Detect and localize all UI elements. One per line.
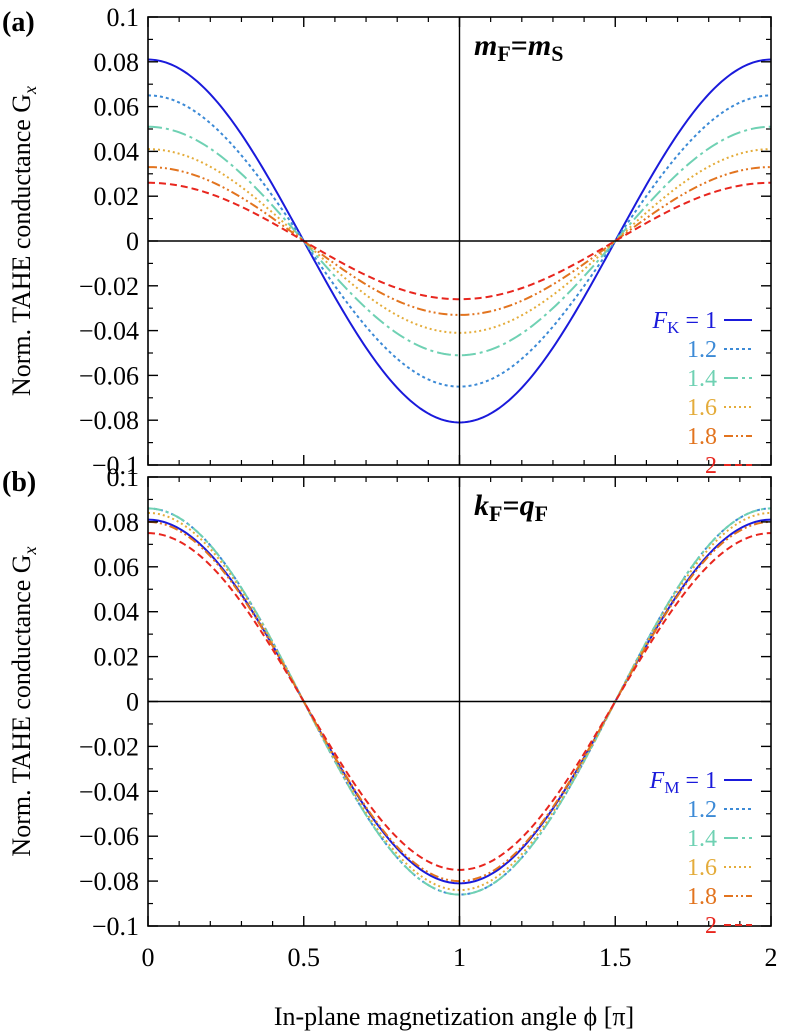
panel-b: 0.1 0.08 0.06 0.04 0.02 0 −0.02 −0.04 −0.06 −0.08… [2,463,778,972]
y-tick-label: 0 [126,227,139,256]
x-tick-label: 2 [765,943,778,972]
y-tick-label: 0.04 [94,137,140,166]
legend-label-1: FM = 1 [649,768,717,797]
x-tick-label: 1.5 [599,943,632,972]
legend-var-subscript: K [667,318,680,337]
x-tick-label: 0.5 [288,943,321,972]
y-axis-label-subscript: x [20,86,40,95]
y-axis-label-text: Norm. TAHE conductance G [7,94,36,396]
y-tick-label: 0 [126,688,139,717]
panel-a: 0.1 0.08 0.06 0.04 0.02 0 −0.02 −0.04 −0.06 −0.08… [2,3,772,480]
legend-label-1.2: 1.2 [687,797,717,823]
legend: FM = 11.21.41.61.82 [649,768,752,939]
legend-label-1.8: 1.8 [687,884,717,910]
annotation-part: m [474,29,497,62]
y-tick-label: 0.1 [107,3,140,32]
annotation-part: q [520,489,535,522]
y-tick-label: 0.02 [94,182,140,211]
condition-annotation: kF=qF [474,489,548,526]
y-tick-label: 0.06 [94,553,140,582]
y-tick-label: 0.08 [94,48,140,77]
y-tick-label: 0.04 [94,598,140,627]
y-tick-label: 0.06 [94,93,140,122]
y-tick-label: 0.02 [94,643,140,672]
x-axis-label: In-plane magnetization angle ϕ [π] [274,1002,634,1031]
y-tick-label: 0.1 [107,463,140,492]
annotation-part: F [497,41,510,66]
legend-var: F [649,768,665,794]
y-tick-label: −0.06 [79,361,139,390]
y-tick-label: −0.02 [79,272,139,301]
legend-label-1: FK = 1 [652,308,718,337]
x-tick-label: 0 [142,943,155,972]
y-axis-label: Norm. TAHE conductance Gx [7,86,40,396]
legend-value: = 1 [679,308,717,334]
legend-label-2: 2 [705,453,717,479]
legend-label-2: 2 [705,913,717,939]
annotation-part: S [551,41,563,66]
legend-label-1.4: 1.4 [687,366,717,392]
y-tick-label: 0.08 [94,508,140,537]
annotation-part: = [511,29,528,62]
panel-label: (b) [2,467,36,498]
y-tick-label: −0.08 [79,867,139,896]
x-tick-label: 1 [453,943,466,972]
annotation-part: k [474,489,489,522]
annotation-part: m [528,29,551,62]
y-axis-label-subscript: x [20,546,40,555]
y-tick-label: −0.04 [79,317,139,346]
legend: FK = 11.21.41.61.82 [652,308,752,479]
legend-var-subscript: M [664,778,679,797]
legend-label-1.6: 1.6 [687,855,717,881]
y-tick-label: −0.1 [92,912,139,941]
series-line-1.8 [148,166,771,316]
legend-var: F [652,308,668,334]
annotation-part: F [535,501,548,526]
legend-label-1.6: 1.6 [687,395,717,421]
y-tick-label: −0.08 [79,406,139,435]
y-axis-label: Norm. TAHE conductance Gx [7,546,40,856]
series-line-1.4 [148,507,771,896]
legend-value: = 1 [679,768,717,794]
y-tick-label: −0.02 [79,732,139,761]
legend-label-1.8: 1.8 [687,424,717,450]
legend-label-1.4: 1.4 [687,826,717,852]
annotation-part: F [489,501,502,526]
y-tick-label: −0.04 [79,777,139,806]
panel-label: (a) [2,7,35,38]
condition-annotation: mF=mS [474,29,564,66]
annotation-part: = [502,489,519,522]
legend-label-1.2: 1.2 [687,337,717,363]
y-tick-label: −0.1 [92,451,139,480]
y-tick-label: −0.06 [79,822,139,851]
y-axis-label-text: Norm. TAHE conductance G [7,554,36,856]
